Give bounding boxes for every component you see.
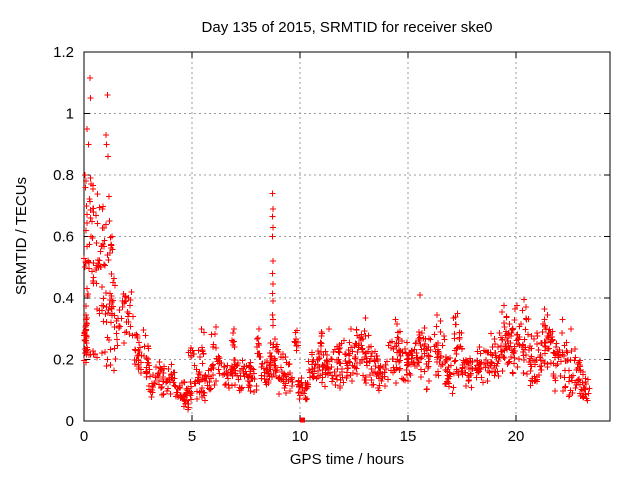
svg-text:0: 0 (66, 413, 74, 430)
svg-text:10: 10 (292, 428, 309, 445)
x-axis-label: GPS time / hours (289, 451, 405, 468)
svg-text:0.2: 0.2 (53, 352, 74, 369)
svg-text:1.2: 1.2 (53, 44, 74, 61)
chart-title: Day 135 of 2015, SRMTID for receiver ske… (201, 19, 493, 36)
svg-text:1: 1 (66, 106, 74, 123)
svg-text:0: 0 (80, 428, 88, 445)
svg-text:15: 15 (400, 428, 417, 445)
y-axis-label: SRMTID / TECUs (13, 176, 30, 296)
svg-text:5: 5 (188, 428, 196, 445)
svg-text:20: 20 (508, 428, 525, 445)
svg-text:0.6: 0.6 (53, 229, 74, 246)
svg-text:0.4: 0.4 (53, 290, 74, 307)
svg-text:0.8: 0.8 (53, 167, 74, 184)
